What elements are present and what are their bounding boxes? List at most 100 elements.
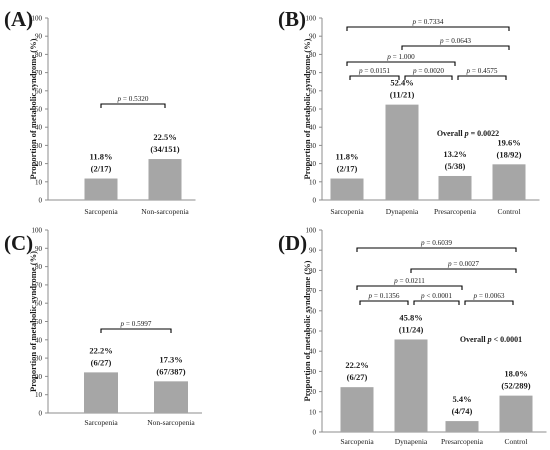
bar: [330, 178, 364, 200]
y-tick-label: 40: [35, 124, 43, 132]
bar: [84, 178, 118, 200]
p-value-label: p = 0.6039: [420, 239, 452, 247]
panel-label: (C): [4, 231, 33, 255]
p-value-label: p = 0.5320: [116, 95, 148, 103]
y-tick-label: 0: [313, 429, 317, 437]
bar-count-label: (34/151): [150, 144, 179, 154]
y-tick-label: 40: [35, 336, 43, 344]
bar-value-label: 22.2%: [345, 360, 368, 370]
bar: [148, 159, 182, 200]
overall-p-label: Overall p < 0.0001: [460, 335, 522, 344]
bar-count-label: (11/21): [390, 90, 415, 100]
y-tick-label: 0: [313, 197, 317, 205]
y-tick-label: 60: [309, 307, 317, 315]
p-value-label: p = 0.1356: [367, 292, 399, 300]
bar-value-label: 5.4%: [452, 394, 471, 404]
y-tick-label: 10: [35, 391, 43, 399]
bar: [84, 372, 118, 413]
category-label: Dynapenia: [386, 207, 419, 216]
panel-d: (D) Proportion of metabolic syndrome (%) 0…: [278, 227, 547, 446]
y-tick-label: 50: [309, 106, 317, 114]
category-label: Non-sarcopenia: [147, 418, 195, 427]
significance-bracket: [359, 300, 409, 305]
y-tick-label: 100: [32, 15, 43, 23]
p-value-label: p = 0.0151: [358, 67, 390, 75]
y-tick-label: 80: [35, 51, 43, 59]
significance-bracket: [401, 45, 510, 50]
category-label: Control: [498, 207, 521, 216]
y-tick-label: 90: [309, 33, 317, 41]
significance-bracket: [464, 300, 514, 305]
y-tick-label: 30: [35, 142, 43, 150]
y-axis-label: Proportion of metabolic syndrome (%): [302, 260, 312, 401]
bar-value-label: 13.2%: [443, 149, 466, 159]
panel-label: (B): [278, 7, 306, 31]
significance-bracket: [457, 75, 507, 80]
y-tick-label: 70: [309, 69, 317, 77]
bar-count-label: (2/17): [337, 164, 358, 174]
category-label: Dynapenia: [395, 437, 428, 446]
p-value-label: p = 0.0063: [472, 292, 504, 300]
bar-count-label: (4/74): [452, 406, 473, 416]
y-tick-label: 30: [309, 368, 317, 376]
y-tick-label: 30: [35, 355, 43, 363]
p-value-label: p = 0.5997: [119, 320, 151, 328]
panel-label: (A): [4, 7, 33, 31]
y-tick-label: 10: [309, 408, 317, 416]
bar: [385, 104, 419, 200]
bar: [438, 175, 472, 200]
y-axis-label: Proportion of metabolic syndrome (%): [28, 38, 38, 179]
bar: [340, 387, 374, 432]
category-label: Presarcopenia: [434, 207, 477, 216]
p-value-label: p = 0.7334: [411, 18, 443, 26]
y-axis-label: Proportion of metabolic syndrome (%): [302, 38, 312, 179]
significance-bracket: [346, 26, 510, 31]
y-tick-label: 100: [306, 15, 317, 23]
p-value-label: p = 0.0211: [393, 277, 425, 285]
y-tick-label: 90: [35, 33, 43, 41]
bar-value-label: 11.8%: [336, 152, 359, 162]
category-label: Control: [505, 437, 528, 446]
y-tick-label: 50: [309, 328, 317, 336]
p-value-label: p = 1.000: [386, 53, 415, 61]
significance-bracket: [346, 61, 456, 66]
panel-b: (B) Proportion of metabolic syndrome (%) 0…: [278, 7, 540, 216]
y-tick-label: 20: [309, 388, 317, 396]
significance-bracket: [100, 328, 172, 333]
y-tick-label: 80: [309, 267, 317, 275]
bar: [445, 421, 479, 432]
p-value-label: p < 0.0001: [420, 292, 452, 300]
bar-count-label: (6/27): [91, 357, 112, 367]
category-label: Non-sarcopenia: [141, 207, 189, 216]
y-tick-label: 70: [309, 287, 317, 295]
category-label: Sarcopenia: [84, 418, 118, 427]
significance-bracket: [404, 75, 453, 80]
y-tick-label: 100: [306, 227, 317, 235]
bar-count-label: (52/289): [501, 381, 530, 391]
y-tick-label: 60: [35, 87, 43, 95]
y-axis-label: Proportion of metabolic syndrome (%): [28, 251, 38, 392]
overall-p-label: Overall p = 0.0022: [437, 129, 499, 138]
bar: [492, 164, 526, 200]
y-tick-label: 70: [35, 281, 43, 289]
y-tick-label: 80: [35, 263, 43, 271]
y-tick-label: 60: [35, 300, 43, 308]
bar-count-label: (67/387): [156, 366, 185, 376]
p-value-label: p = 0.4575: [465, 67, 497, 75]
y-tick-label: 90: [309, 247, 317, 255]
bar-value-label: 11.8%: [90, 152, 113, 162]
y-tick-label: 0: [39, 197, 43, 205]
bar-count-label: (11/24): [399, 324, 424, 334]
bar-count-label: (5/38): [445, 161, 466, 171]
category-label: Presarcopenia: [441, 437, 484, 446]
p-value-label: p = 0.0027: [447, 260, 479, 268]
bar: [394, 339, 428, 432]
significance-bracket: [410, 268, 517, 273]
significance-bracket: [349, 75, 400, 80]
bar-value-label: 22.5%: [153, 132, 176, 142]
p-value-label: p = 0.0643: [439, 37, 471, 45]
bar: [499, 395, 533, 432]
significance-bracket: [100, 103, 166, 108]
bar-value-label: 18.0%: [504, 369, 527, 379]
